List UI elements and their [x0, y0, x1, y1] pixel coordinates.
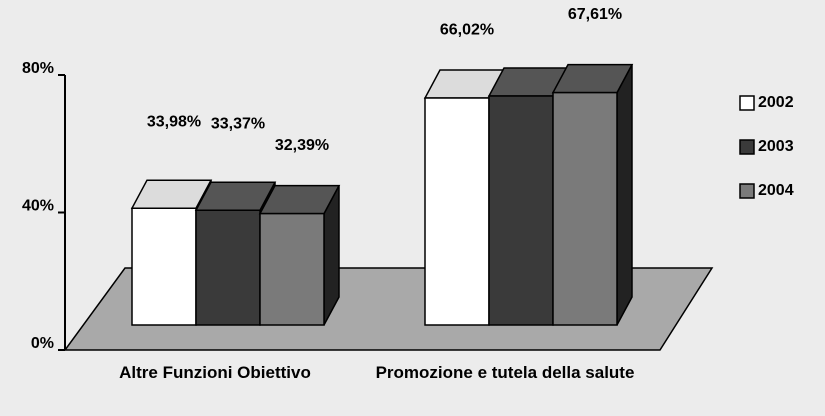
y-tick-label: 40% — [22, 198, 54, 215]
bar-front — [259, 212, 325, 326]
bar — [258, 184, 341, 326]
value-label: 32,39% — [275, 137, 329, 154]
bar-side — [616, 64, 633, 326]
bar — [130, 179, 213, 326]
value-label: 33,98% — [147, 113, 201, 130]
y-tick-label: 80% — [22, 60, 54, 77]
bar-front — [195, 209, 261, 326]
y-tick-label: 0% — [31, 335, 54, 352]
value-label: 67,61% — [568, 6, 622, 23]
legend-swatch — [739, 139, 755, 155]
bar — [551, 63, 634, 326]
value-label: 66,02% — [440, 21, 494, 38]
legend-label: 2002 — [758, 94, 794, 111]
legend-label: 2003 — [758, 138, 794, 155]
value-label: 33,37% — [211, 116, 265, 133]
legend-swatch — [739, 95, 755, 111]
bar-front — [488, 95, 554, 326]
x-tick-label: Altre Funzioni Obiettivo — [119, 363, 311, 382]
bar-front — [131, 207, 197, 326]
legend-swatch — [739, 183, 755, 199]
legend-label: 2004 — [758, 182, 794, 199]
bar-front — [552, 91, 618, 326]
bar-front — [424, 97, 490, 326]
x-tick-label: Promozione e tutela della salute — [375, 363, 635, 382]
